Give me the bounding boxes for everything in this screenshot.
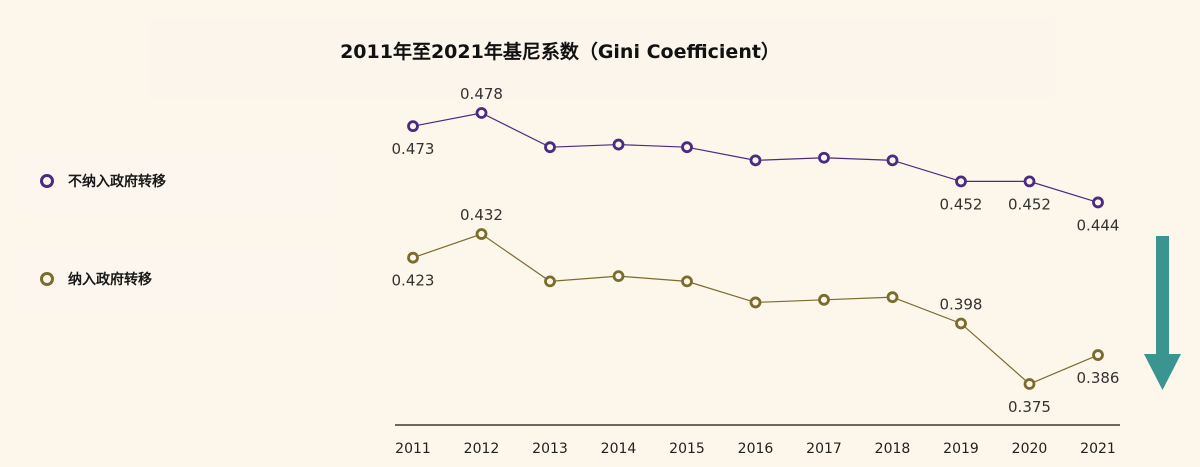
series-1-point-2013 bbox=[544, 141, 556, 154]
series-1-label-2011: 0.473 bbox=[392, 140, 435, 158]
series-1-point-2011 bbox=[407, 120, 419, 133]
series-1-point-2016 bbox=[749, 154, 762, 167]
x-axis-tick-labels: 2011 2012 2013 2014 2015 2016 2017 2018 2019 2020… bbox=[395, 441, 1116, 457]
x-tick-label-2017: 2017 bbox=[806, 441, 842, 457]
series-2-point-2016 bbox=[749, 296, 762, 309]
downward-arrow bbox=[1144, 236, 1181, 390]
x-tick-label-2019: 2019 bbox=[943, 441, 979, 457]
legend-label-series-1: 不纳入政府转移 bbox=[68, 173, 166, 190]
series-1-label-2020: 0.452 bbox=[1008, 195, 1051, 213]
legend-marker-series-1 bbox=[40, 174, 54, 188]
series-2-label-2021: 0.386 bbox=[1077, 369, 1120, 387]
series-2: 0.423 0.432 0.398 0.375 0.386 bbox=[392, 206, 1120, 416]
series-2-label-2011: 0.423 bbox=[392, 272, 435, 290]
series-1: 0.473 0.478 0.452 0.452 0.444 bbox=[392, 85, 1120, 234]
series-2-point-2020 bbox=[1023, 378, 1036, 390]
series-1-point-2020 bbox=[1023, 175, 1036, 188]
series-2-point-2013 bbox=[544, 275, 556, 288]
legend-panel-series-2 bbox=[18, 248, 338, 310]
x-tick-label-2014: 2014 bbox=[601, 441, 637, 457]
x-tick-label-2016: 2016 bbox=[738, 441, 774, 457]
legend-panel-series-1 bbox=[18, 150, 338, 212]
arrow-shaft bbox=[1156, 236, 1169, 354]
x-tick-label-2011: 2011 bbox=[395, 441, 431, 457]
series-1-point-2017 bbox=[818, 151, 830, 164]
legend-label-series-2: 纳入政府转移 bbox=[68, 271, 152, 288]
x-tick-label-2013: 2013 bbox=[532, 441, 568, 457]
series-2-point-2014 bbox=[612, 270, 625, 283]
x-tick-label-2012: 2012 bbox=[464, 441, 500, 457]
series-2-point-2017 bbox=[818, 293, 830, 306]
series-1-point-2018 bbox=[886, 154, 899, 167]
legend-marker-series-2 bbox=[40, 272, 54, 286]
x-tick-label-2015: 2015 bbox=[669, 441, 705, 457]
series-1-point-2014 bbox=[612, 138, 625, 151]
series-2-label-2019: 0.398 bbox=[940, 295, 983, 313]
x-tick-label-2020: 2020 bbox=[1012, 441, 1048, 457]
series-1-point-2021 bbox=[1092, 196, 1104, 209]
series-layer: 0.473 0.478 0.452 0.452 0.444 0.423 0.432 0.398… bbox=[392, 85, 1120, 416]
series-2-point-2019 bbox=[955, 317, 967, 330]
series-1-point-2012 bbox=[475, 107, 488, 119]
series-1-label-2012: 0.478 bbox=[460, 85, 503, 103]
series-2-label-2012: 0.432 bbox=[460, 206, 503, 224]
series-2-line bbox=[412, 233, 1099, 385]
x-tick-label-2021: 2021 bbox=[1080, 441, 1116, 457]
series-1-point-2015 bbox=[681, 141, 693, 154]
series-1-label-2021: 0.444 bbox=[1077, 216, 1120, 234]
title-panel bbox=[150, 18, 1055, 98]
series-1-label-2019: 0.452 bbox=[940, 195, 983, 213]
series-2-point-2011 bbox=[407, 251, 419, 264]
series-2-point-2012 bbox=[475, 228, 488, 240]
series-2-point-2021 bbox=[1092, 349, 1104, 361]
chart-title: 2011年至2021年基尼系数（Gini Coefficient） bbox=[340, 40, 780, 63]
series-2-label-2020: 0.375 bbox=[1008, 398, 1051, 416]
arrow-head bbox=[1144, 354, 1181, 390]
series-1-point-2019 bbox=[955, 175, 967, 188]
x-tick-label-2018: 2018 bbox=[875, 441, 911, 457]
series-2-point-2018 bbox=[886, 291, 899, 304]
series-2-point-2015 bbox=[681, 275, 693, 288]
